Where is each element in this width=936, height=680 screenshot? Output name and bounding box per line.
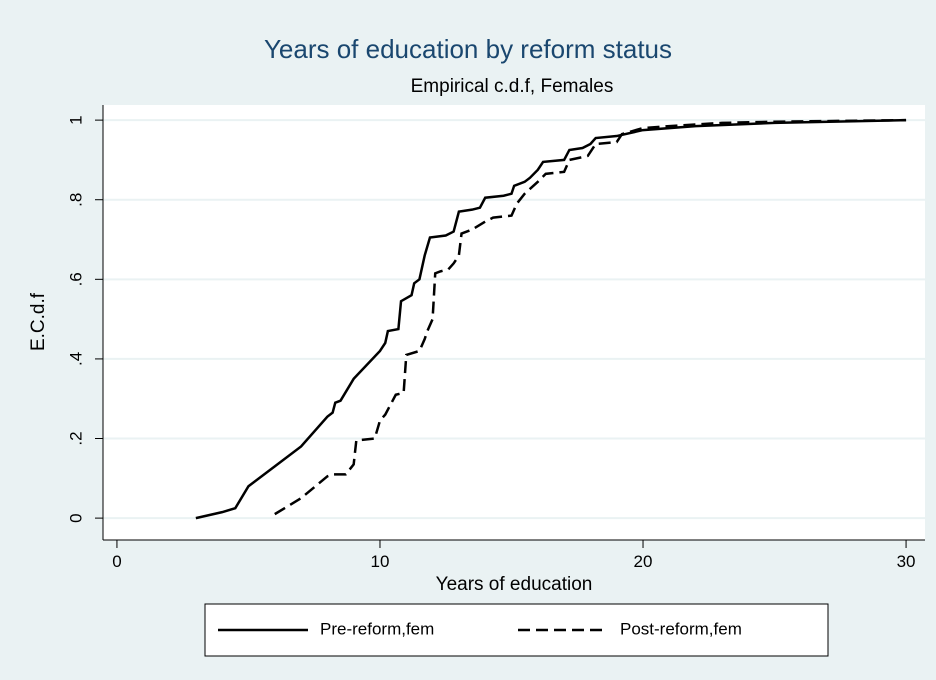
y-axis-title: E.C.d.f [28,292,49,351]
y-tick-label: .8 [66,193,85,207]
x-axis-title: Years of education [436,574,593,595]
series-line [274,118,907,516]
series-line [195,118,907,520]
x-tick-label: 30 [897,552,916,571]
chart-title: Years of education by reform status [264,34,672,64]
legend-box [204,603,829,657]
legend-label: Post-reform,fem [620,619,742,638]
x-tick-label: 0 [112,552,121,571]
legend-label: Pre-reform,fem [320,619,434,638]
y-tick-label: .4 [66,352,85,366]
x-tick-label: 10 [371,552,390,571]
plot-area [103,105,925,540]
y-tick-label: 0 [66,513,85,522]
y-tick-label: 1 [66,115,85,124]
x-tick-label: 20 [634,552,653,571]
y-tick-label: .6 [66,272,85,286]
y-tick-label: .2 [66,431,85,445]
chart-subtitle: Empirical c.d.f, Females [411,76,614,97]
